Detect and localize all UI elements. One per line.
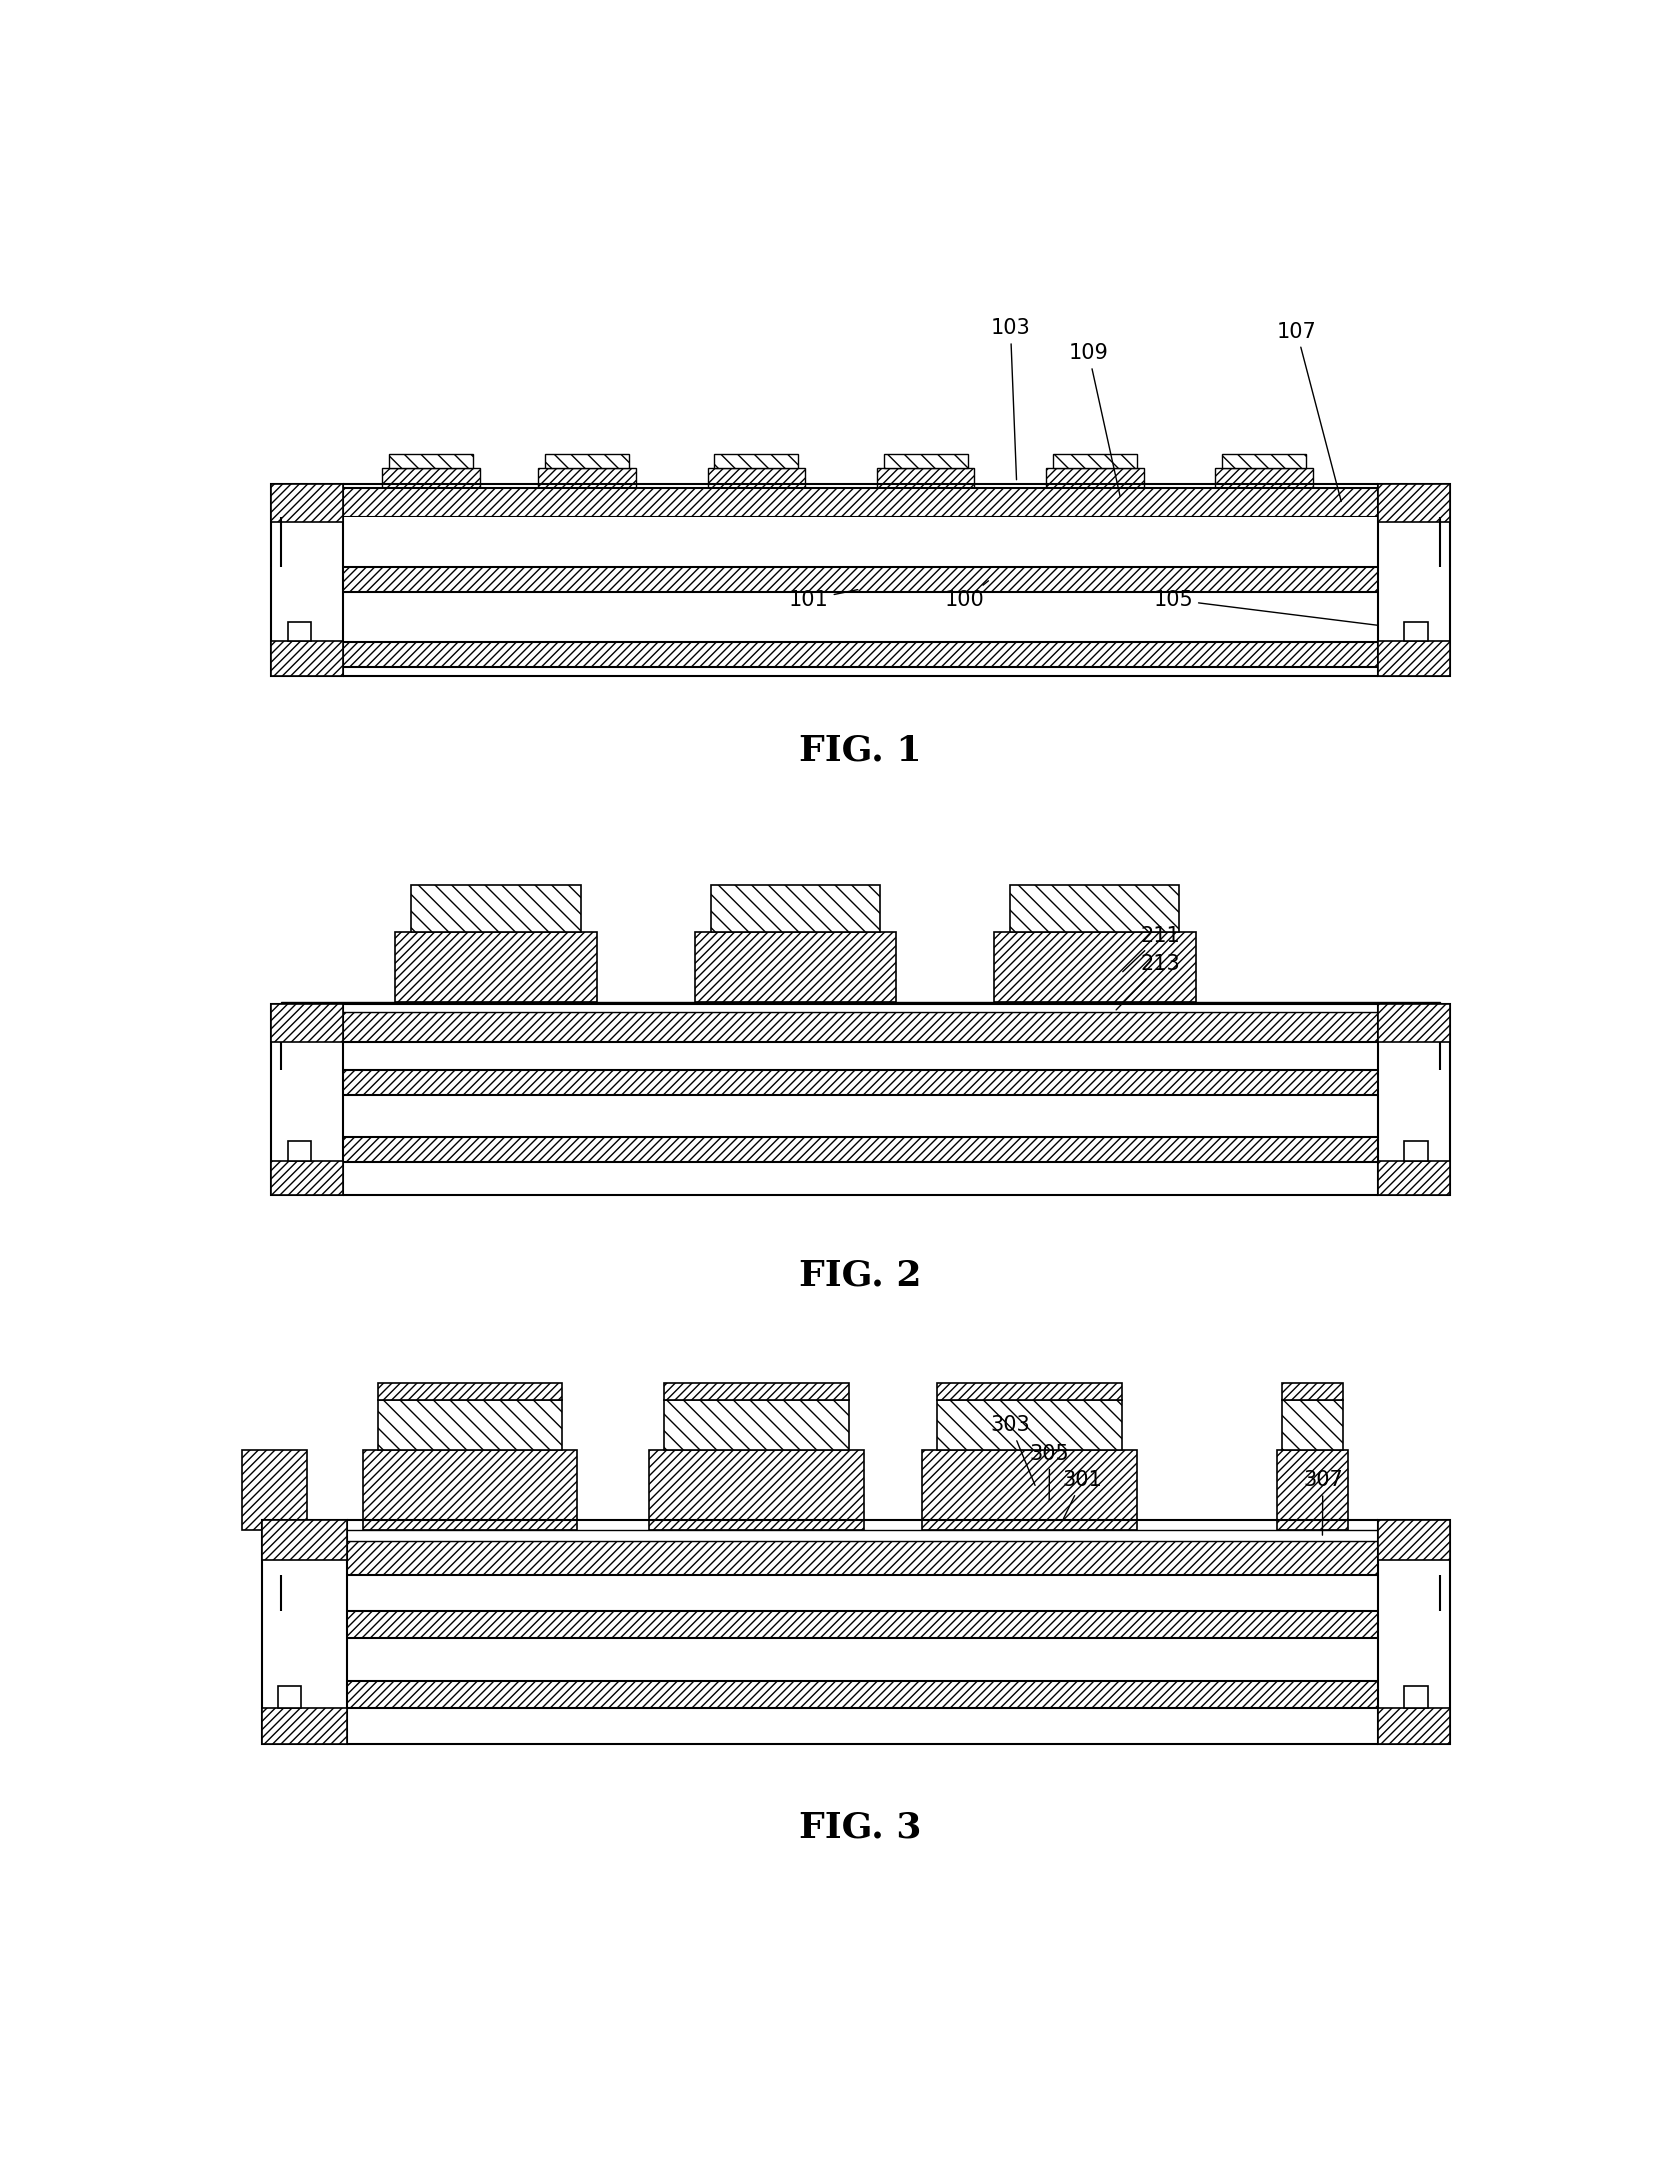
- Bar: [1378, 1708, 1451, 1745]
- Text: 107: 107: [1278, 322, 1342, 502]
- Bar: [1378, 1161, 1451, 1196]
- Bar: [1281, 1399, 1343, 1451]
- Bar: [282, 642, 1439, 668]
- Text: FIG. 3: FIG. 3: [799, 1812, 922, 1844]
- Bar: [262, 1520, 346, 1561]
- Bar: [1378, 484, 1451, 523]
- Bar: [282, 517, 1439, 566]
- Text: FIG. 1: FIG. 1: [799, 733, 922, 768]
- Bar: [1378, 1520, 1451, 1745]
- Bar: [665, 1384, 848, 1399]
- Bar: [270, 484, 343, 675]
- Bar: [1278, 1451, 1348, 1531]
- Bar: [282, 1611, 1439, 1639]
- Bar: [383, 467, 480, 486]
- Bar: [1053, 454, 1137, 467]
- Bar: [1404, 623, 1427, 642]
- Bar: [1378, 642, 1451, 675]
- Bar: [282, 1001, 1439, 1012]
- Bar: [1378, 1520, 1451, 1561]
- Bar: [650, 1451, 863, 1531]
- Bar: [1404, 1142, 1427, 1161]
- Bar: [282, 1137, 1439, 1161]
- Text: 301: 301: [1063, 1470, 1101, 1520]
- Bar: [1011, 886, 1179, 932]
- Bar: [665, 1399, 848, 1451]
- Bar: [270, 1003, 343, 1042]
- Bar: [277, 1686, 301, 1708]
- Bar: [270, 1161, 343, 1196]
- Bar: [262, 1520, 346, 1745]
- Bar: [876, 467, 974, 486]
- Bar: [539, 467, 636, 486]
- Bar: [1378, 484, 1451, 675]
- Text: 100: 100: [945, 582, 989, 610]
- Text: 109: 109: [1070, 344, 1120, 497]
- Text: 305: 305: [1029, 1444, 1070, 1500]
- Bar: [363, 1451, 578, 1531]
- Bar: [282, 1682, 1439, 1708]
- Bar: [707, 467, 806, 486]
- Bar: [378, 1384, 562, 1399]
- Text: 105: 105: [1153, 590, 1378, 625]
- Bar: [1378, 1003, 1451, 1196]
- Bar: [1046, 467, 1143, 486]
- Bar: [270, 484, 343, 523]
- Bar: [1404, 1686, 1427, 1708]
- Bar: [282, 1070, 1439, 1096]
- Bar: [695, 932, 897, 1001]
- Bar: [922, 1451, 1137, 1531]
- Bar: [282, 1531, 1439, 1542]
- Bar: [546, 454, 630, 467]
- Bar: [282, 1542, 1439, 1574]
- Text: 103: 103: [991, 318, 1031, 480]
- Bar: [282, 1012, 1439, 1042]
- Bar: [242, 1451, 307, 1531]
- Bar: [270, 1003, 343, 1196]
- Bar: [378, 1399, 562, 1451]
- Text: 303: 303: [991, 1416, 1034, 1485]
- Bar: [282, 486, 1439, 517]
- Bar: [937, 1399, 1122, 1451]
- Text: 213: 213: [1117, 953, 1180, 1010]
- Bar: [1281, 1384, 1343, 1399]
- Bar: [937, 1384, 1122, 1399]
- Bar: [289, 623, 311, 642]
- Text: 211: 211: [1123, 925, 1180, 971]
- Bar: [282, 566, 1439, 592]
- Bar: [710, 886, 880, 932]
- Bar: [270, 642, 343, 675]
- Bar: [395, 932, 598, 1001]
- Bar: [883, 454, 967, 467]
- Text: 101: 101: [789, 590, 858, 610]
- Text: 307: 307: [1303, 1470, 1343, 1535]
- Bar: [994, 932, 1195, 1001]
- Bar: [1216, 467, 1313, 486]
- Text: FIG. 2: FIG. 2: [799, 1258, 922, 1293]
- Bar: [411, 886, 581, 932]
- Bar: [390, 454, 473, 467]
- Bar: [262, 1708, 346, 1745]
- Bar: [1378, 1003, 1451, 1042]
- Bar: [289, 1142, 311, 1161]
- Bar: [1222, 454, 1306, 467]
- Bar: [715, 454, 798, 467]
